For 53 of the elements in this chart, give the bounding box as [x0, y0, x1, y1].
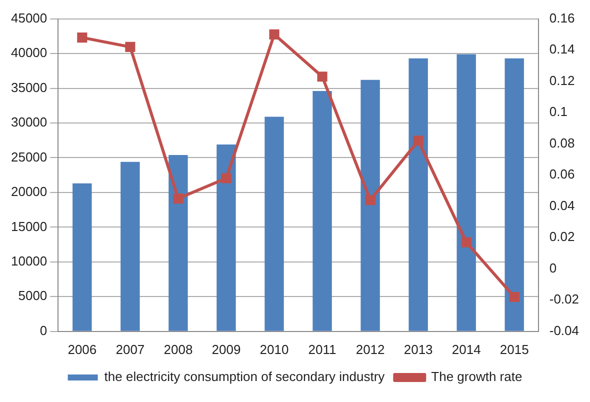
y2-tick-label: 0.12 [549, 72, 575, 88]
bar [504, 58, 524, 331]
y-tick-label: 5000 [18, 288, 48, 304]
bar [120, 162, 140, 331]
bar [168, 154, 188, 331]
y-tick-label: 30000 [10, 114, 48, 130]
y2-tick-label: 0.08 [549, 135, 575, 150]
y-tick-label: 45000 [10, 10, 48, 26]
x-tick-label: 2007 [116, 342, 145, 357]
point [461, 237, 472, 248]
x-tick-label: 2006 [68, 342, 97, 357]
x-tick-label: 2014 [452, 342, 481, 357]
bar [216, 144, 236, 331]
y2-tick-label: 0.06 [549, 166, 575, 182]
y2-tick-label: -0.02 [549, 292, 580, 307]
bar [72, 183, 92, 331]
point [509, 292, 520, 302]
point [173, 194, 184, 204]
point [221, 173, 232, 184]
point [413, 136, 424, 146]
bar [312, 91, 332, 331]
x-tick-label: 2008 [164, 342, 193, 357]
y-tick-label: 10000 [10, 254, 48, 269]
point [365, 195, 376, 206]
y-tick-label: 40000 [10, 45, 48, 60]
legend-label: The growth rate [431, 369, 522, 384]
y-tick-label: 0 [40, 322, 48, 338]
bar [360, 80, 380, 331]
y2-tick-label: -0.04 [549, 322, 580, 338]
y-tick-label: 25000 [10, 149, 48, 164]
y2-tick-label: 0.16 [549, 10, 575, 26]
y-tick-label: 15000 [10, 218, 48, 234]
x-tick-label: 2012 [356, 342, 385, 357]
y-tick-label: 20000 [10, 184, 48, 200]
bar [408, 58, 428, 331]
point [77, 32, 88, 43]
bar [456, 54, 476, 331]
point [317, 72, 328, 82]
x-tick-label: 2013 [404, 342, 433, 357]
x-tick-label: 2010 [260, 342, 289, 357]
legend-label: the electricity consumption of secondary industry [104, 369, 386, 384]
point [269, 29, 280, 40]
y2-tick-label: 0.1 [549, 104, 568, 120]
x-tick-label: 2011 [308, 342, 336, 357]
bar [264, 116, 284, 331]
y2-tick-label: 0.14 [549, 42, 575, 57]
x-tick-label: 2015 [500, 342, 529, 357]
y2-tick-label: 0.02 [549, 229, 575, 244]
x-tick-label: 2009 [212, 342, 241, 357]
y-tick-label: 35000 [10, 80, 48, 95]
y2-tick-label: 0 [549, 260, 557, 276]
y2-tick-label: 0.04 [549, 198, 575, 213]
point [125, 42, 136, 52]
